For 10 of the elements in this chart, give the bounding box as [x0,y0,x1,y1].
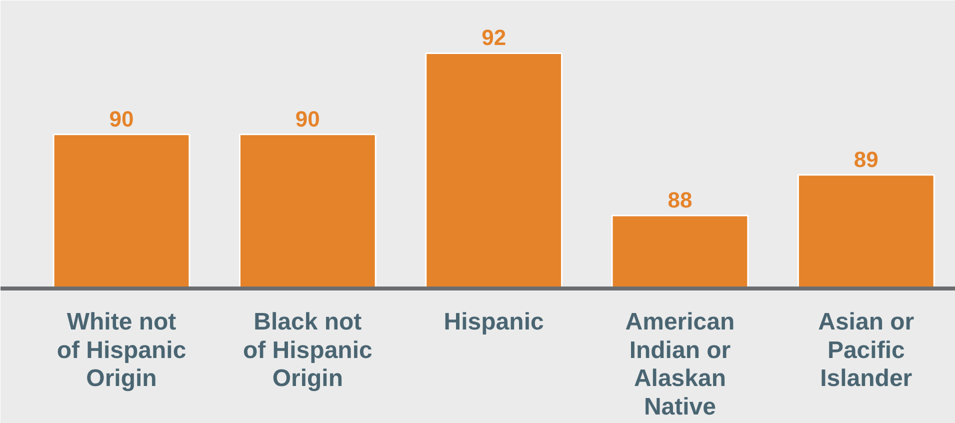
x-tick-label: American Indian or Alaskan Native [625,308,735,421]
x-tick-label: White not of Hispanic Origin [56,308,186,392]
data-label: 90 [295,106,320,132]
data-label: 90 [109,106,134,132]
data-label: 89 [854,146,878,172]
data-label: 92 [482,25,506,50]
x-tick-label: Black not of Hispanic Origin [242,308,372,392]
x-tick-label: Hispanic [444,308,544,336]
x-tick-label: Asian or Pacific Islander [818,308,914,392]
data-label: 88 [668,187,692,212]
